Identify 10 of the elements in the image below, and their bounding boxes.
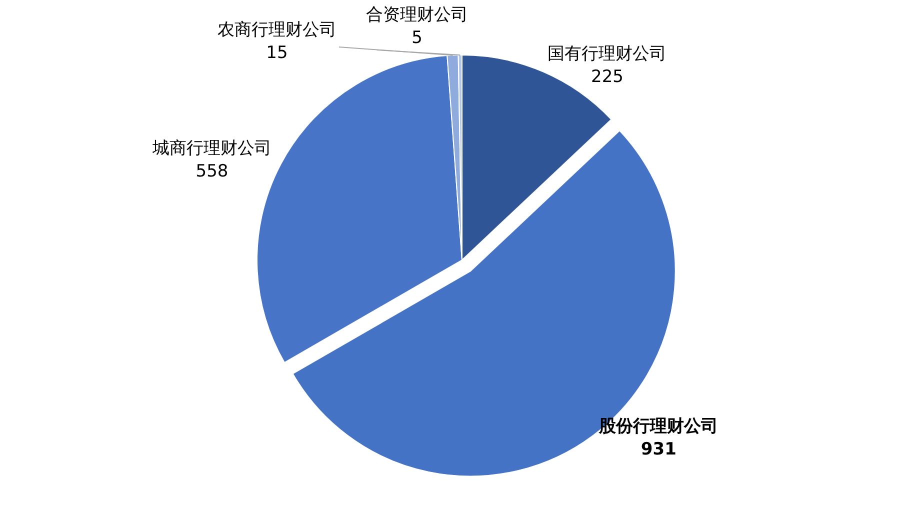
data-label: 15 <box>266 42 288 63</box>
slice-label: 城商行理财公司 <box>152 138 272 159</box>
slice-label: 合资理财公司 <box>366 5 468 25</box>
slice-label: 股份行理财公司 <box>598 416 718 437</box>
slice-label: 国有行理财公司 <box>548 44 667 64</box>
data-label: 558 <box>196 162 228 182</box>
data-label: 5 <box>412 28 422 48</box>
slice-label: 农商行理财公司 <box>218 20 336 40</box>
data-label: 931 <box>640 440 676 460</box>
data-label: 225 <box>591 67 624 88</box>
